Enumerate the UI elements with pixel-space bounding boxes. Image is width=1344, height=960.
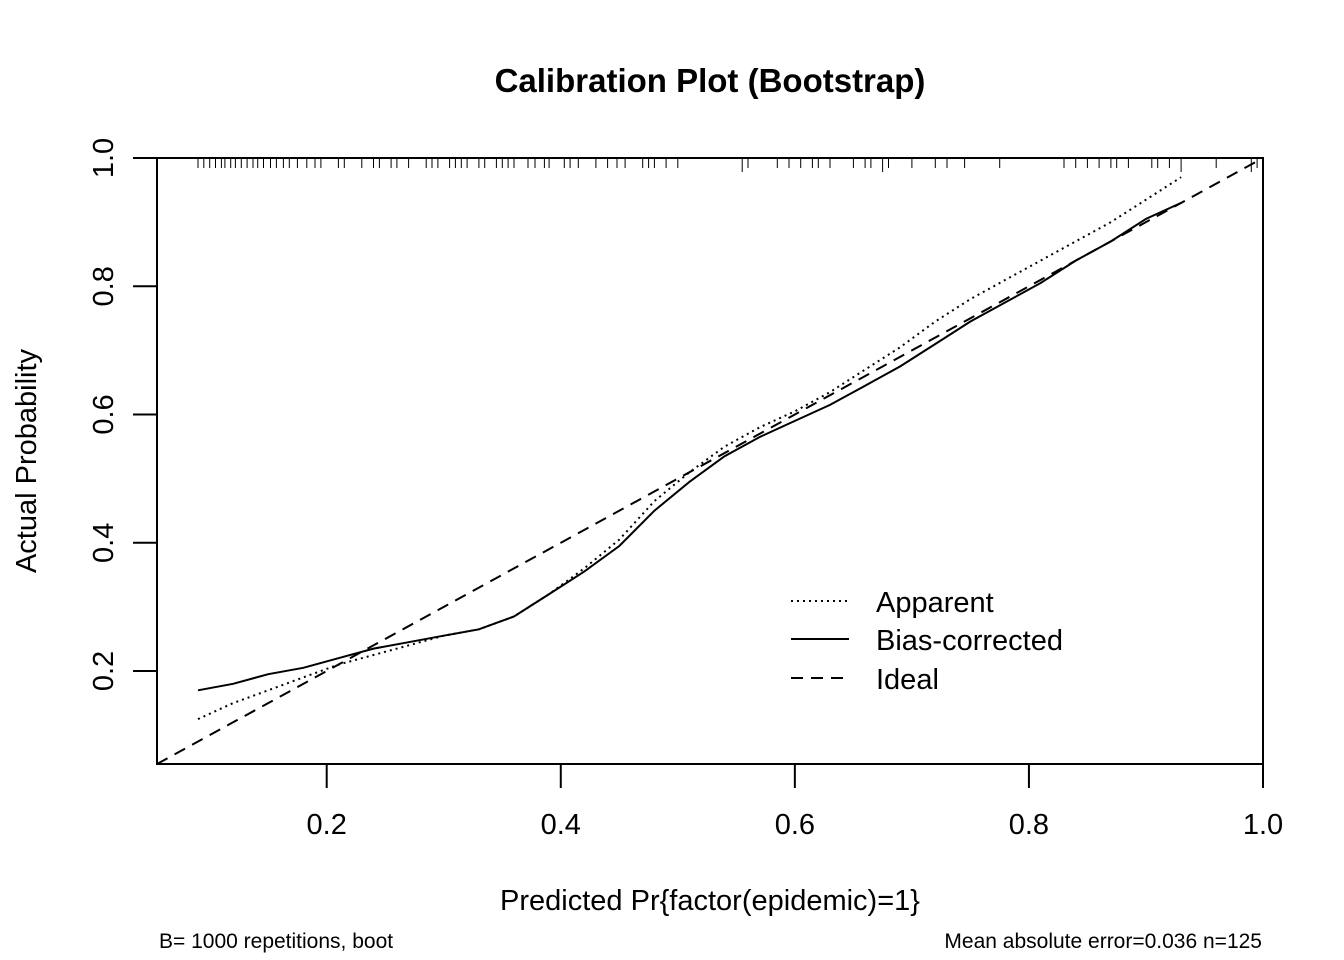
footer-left-note: B= 1000 repetitions, boot [159, 930, 393, 953]
chart-title: Calibration Plot (Bootstrap) [495, 62, 926, 99]
legend-bias-corrected-label: Bias-corrected [876, 625, 1063, 657]
x-tick-label: 0.2 [307, 809, 347, 841]
y-tick-label: 1.0 [88, 138, 120, 178]
y-tick-label: 0.8 [88, 266, 120, 306]
y-axis: 0.2 0.4 0.6 0.8 1.0 [88, 138, 158, 691]
x-tick-label: 0.8 [1009, 809, 1049, 841]
series-bias-corrected [197, 201, 1182, 692]
legend-apparent-label: Apparent [876, 587, 994, 619]
x-tick-label: 0.6 [775, 809, 815, 841]
x-axis: 0.2 0.4 0.6 0.8 1.0 [307, 763, 1283, 841]
y-tick-label: 0.6 [88, 394, 120, 434]
series-ideal [156, 157, 1264, 765]
x-axis-label: Predicted Pr{factor(epidemic)=1} [500, 885, 920, 917]
series-apparent [197, 176, 1182, 721]
x-tick-label: 1.0 [1243, 809, 1283, 841]
footer-right-note: Mean absolute error=0.036 n=125 [944, 930, 1262, 953]
series-lines [156, 157, 1264, 765]
x-tick-label: 0.4 [541, 809, 581, 841]
legend: Apparent Bias-corrected Ideal [791, 587, 1063, 696]
legend-ideal-label: Ideal [876, 664, 939, 696]
rug-marks [197, 158, 1258, 172]
y-tick-label: 0.2 [88, 651, 120, 691]
y-axis-label: Actual Probability [11, 348, 43, 573]
y-tick-label: 0.4 [88, 523, 120, 563]
